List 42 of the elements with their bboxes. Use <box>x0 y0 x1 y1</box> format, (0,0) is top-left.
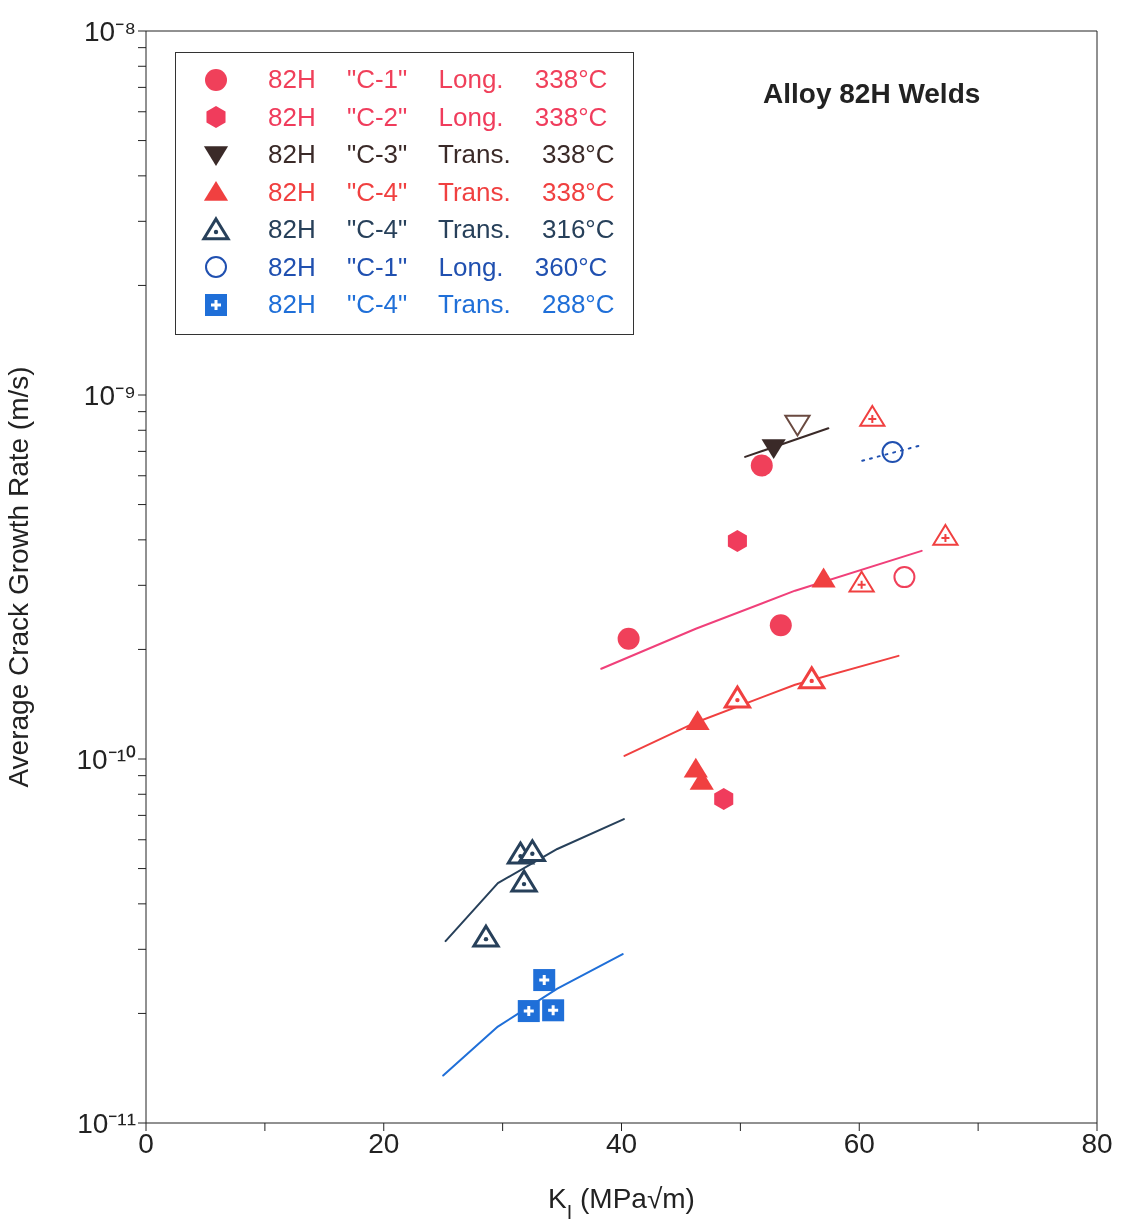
legend-label: 82H "C-4" Trans. 288°C <box>268 289 615 321</box>
line-series <box>600 549 923 670</box>
point <box>685 710 710 731</box>
x-tick-label: 60 <box>843 1127 875 1159</box>
point <box>811 567 836 588</box>
y-tick-label: 10⁻⁸ <box>84 15 136 47</box>
x-tick-label: 80 <box>1081 1127 1113 1159</box>
point <box>472 924 500 948</box>
point <box>769 614 792 637</box>
line-series <box>442 953 624 1077</box>
legend-label: 82H "C-3" Trans. 338°C <box>268 139 615 171</box>
point <box>750 454 773 477</box>
legend-label: 82H "C-4" Trans. 338°C <box>268 176 615 208</box>
x-tick-label: 40 <box>605 1127 638 1159</box>
legend-label: 82H "C-1" Long. 338°C <box>268 64 608 96</box>
point <box>510 869 538 893</box>
line-series <box>444 818 625 943</box>
legend-label: 82H "C-4" Trans. 316°C <box>268 214 615 246</box>
point <box>714 788 734 811</box>
legend-label: 82H "C-1" Long. 360°C <box>268 251 608 283</box>
point <box>617 627 640 650</box>
point <box>518 839 546 863</box>
legend-label: 82H "C-2" Long. 338°C <box>268 101 608 133</box>
y-tick-label: 10⁻¹⁰ <box>76 743 136 775</box>
point <box>881 441 904 464</box>
point <box>517 1000 540 1023</box>
point <box>798 666 826 690</box>
point <box>893 566 916 589</box>
line-series <box>623 654 900 757</box>
y-tick-label: 10⁻⁹ <box>83 379 136 411</box>
point <box>533 969 556 992</box>
y-axis-title: Average Crack Growth Rate (m/s) <box>2 366 34 788</box>
point <box>723 685 751 709</box>
point <box>761 439 786 460</box>
point <box>542 999 565 1022</box>
y-tick-label: 10⁻¹¹ <box>77 1107 136 1139</box>
x-tick-label: 0 <box>138 1127 154 1159</box>
point <box>784 414 811 437</box>
text: Alloy 82H Welds <box>763 78 981 110</box>
point <box>727 530 747 553</box>
x-axis-title: K$_{I}$ (MPa√m) <box>548 1183 695 1223</box>
x-tick-label: 20 <box>368 1127 400 1159</box>
